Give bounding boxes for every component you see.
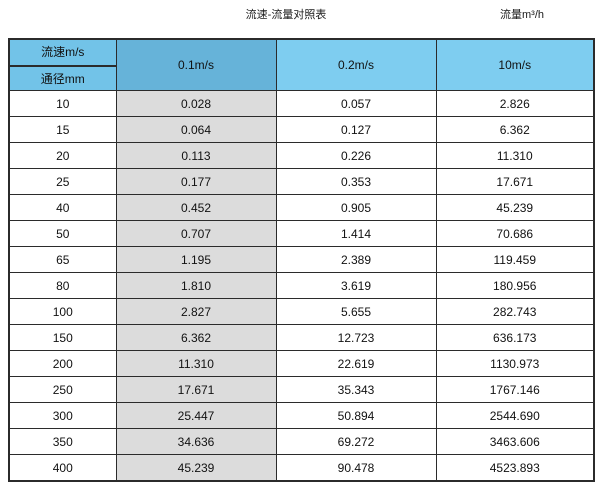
cell-flow-rate: 180.956 [435, 272, 595, 299]
cell-flow-rate: 0.177 [115, 168, 277, 195]
corner-header-velocity-label: 流速m/s [10, 40, 116, 67]
column-header-velocity-3: 10m/s [435, 38, 595, 91]
table-header: 流速m/s 通径mm 0.1m/s 0.2m/s 10m/s [8, 38, 595, 91]
cell-flow-rate: 1.414 [275, 220, 437, 247]
cell-flow-rate: 3463.606 [435, 428, 595, 455]
cell-flow-rate: 34.636 [115, 428, 277, 455]
corner-header-inner: 流速m/s 通径mm [10, 40, 116, 91]
cell-nominal-diameter: 150 [8, 324, 117, 351]
cell-nominal-diameter: 50 [8, 220, 117, 247]
table-row: 15 0.064 0.127 6.362 [8, 116, 595, 143]
table-row: 20 0.113 0.226 11.310 [8, 142, 595, 169]
cell-flow-rate: 6.362 [115, 324, 277, 351]
cell-flow-rate: 90.478 [275, 454, 437, 482]
cell-flow-rate: 1.810 [115, 272, 277, 299]
cell-nominal-diameter: 10 [8, 90, 117, 117]
cell-flow-rate: 636.173 [435, 324, 595, 351]
cell-flow-rate: 1130.973 [435, 350, 595, 377]
cell-flow-rate: 2.827 [115, 298, 277, 325]
table-row: 50 0.707 1.414 70.686 [8, 220, 595, 247]
cell-flow-rate: 0.905 [275, 194, 437, 221]
cell-flow-rate: 11.310 [435, 142, 595, 169]
cell-nominal-diameter: 250 [8, 376, 117, 403]
cell-flow-rate: 69.272 [275, 428, 437, 455]
cell-nominal-diameter: 40 [8, 194, 117, 221]
table-body: 10 0.028 0.057 2.826 15 0.064 0.127 6.362 20 0.11… [8, 90, 595, 482]
table-row: 400 45.239 90.478 4523.893 [8, 454, 595, 482]
cell-flow-rate: 17.671 [435, 168, 595, 195]
caption-row: 流速-流量对照表 流量m³/h [0, 0, 600, 38]
cell-flow-rate: 0.028 [115, 90, 277, 117]
cell-flow-rate: 45.239 [115, 454, 277, 482]
cell-flow-rate: 12.723 [275, 324, 437, 351]
cell-flow-rate: 22.619 [275, 350, 437, 377]
cell-flow-rate: 1767.146 [435, 376, 595, 403]
cell-flow-rate: 4523.893 [435, 454, 595, 482]
cell-flow-rate: 282.743 [435, 298, 595, 325]
table-row: 80 1.810 3.619 180.956 [8, 272, 595, 299]
cell-flow-rate: 50.894 [275, 402, 437, 429]
table-row: 300 25.447 50.894 2544.690 [8, 402, 595, 429]
table-row: 350 34.636 69.272 3463.606 [8, 428, 595, 455]
table-row: 10 0.028 0.057 2.826 [8, 90, 595, 117]
cell-nominal-diameter: 300 [8, 402, 117, 429]
cell-flow-rate: 0.452 [115, 194, 277, 221]
cell-flow-rate: 11.310 [115, 350, 277, 377]
cell-flow-rate: 119.459 [435, 246, 595, 273]
cell-flow-rate: 2.389 [275, 246, 437, 273]
cell-nominal-diameter: 100 [8, 298, 117, 325]
cell-flow-rate: 17.671 [115, 376, 277, 403]
cell-flow-rate: 0.113 [115, 142, 277, 169]
table-row: 200 11.310 22.619 1130.973 [8, 350, 595, 377]
cell-flow-rate: 3.619 [275, 272, 437, 299]
cell-flow-rate: 70.686 [435, 220, 595, 247]
flow-table-container: 流速m/s 通径mm 0.1m/s 0.2m/s 10m/s 10 0.028 0.… [8, 38, 595, 482]
cell-nominal-diameter: 80 [8, 272, 117, 299]
cell-flow-rate: 25.447 [115, 402, 277, 429]
flow-velocity-table: 流速m/s 通径mm 0.1m/s 0.2m/s 10m/s 10 0.028 0.… [8, 38, 595, 482]
table-row: 250 17.671 35.343 1767.146 [8, 376, 595, 403]
cell-flow-rate: 0.353 [275, 168, 437, 195]
cell-flow-rate: 0.127 [275, 116, 437, 143]
cell-flow-rate: 0.707 [115, 220, 277, 247]
flow-unit-label: 流量m³/h [500, 9, 544, 21]
table-row: 25 0.177 0.353 17.671 [8, 168, 595, 195]
table-row: 150 6.362 12.723 636.173 [8, 324, 595, 351]
cell-flow-rate: 1.195 [115, 246, 277, 273]
corner-header-cell: 流速m/s 通径mm [8, 38, 117, 91]
cell-flow-rate: 0.064 [115, 116, 277, 143]
column-header-velocity-2: 0.2m/s [275, 38, 437, 91]
cell-nominal-diameter: 65 [8, 246, 117, 273]
cell-flow-rate: 35.343 [275, 376, 437, 403]
cell-nominal-diameter: 400 [8, 454, 117, 482]
table-row: 100 2.827 5.655 282.743 [8, 298, 595, 325]
cell-nominal-diameter: 15 [8, 116, 117, 143]
cell-flow-rate: 0.226 [275, 142, 437, 169]
cell-flow-rate: 6.362 [435, 116, 595, 143]
cell-flow-rate: 5.655 [275, 298, 437, 325]
table-header-row: 流速m/s 通径mm 0.1m/s 0.2m/s 10m/s [8, 38, 595, 91]
cell-nominal-diameter: 200 [8, 350, 117, 377]
table-row: 40 0.452 0.905 45.239 [8, 194, 595, 221]
cell-flow-rate: 0.057 [275, 90, 437, 117]
corner-header-diameter-label: 通径mm [10, 67, 116, 91]
cell-nominal-diameter: 25 [8, 168, 117, 195]
cell-flow-rate: 2.826 [435, 90, 595, 117]
table-row: 65 1.195 2.389 119.459 [8, 246, 595, 273]
cell-flow-rate: 2544.690 [435, 402, 595, 429]
cell-flow-rate: 45.239 [435, 194, 595, 221]
cell-nominal-diameter: 20 [8, 142, 117, 169]
cell-nominal-diameter: 350 [8, 428, 117, 455]
page-title: 流速-流量对照表 [245, 9, 327, 21]
column-header-velocity-1: 0.1m/s [115, 38, 277, 91]
